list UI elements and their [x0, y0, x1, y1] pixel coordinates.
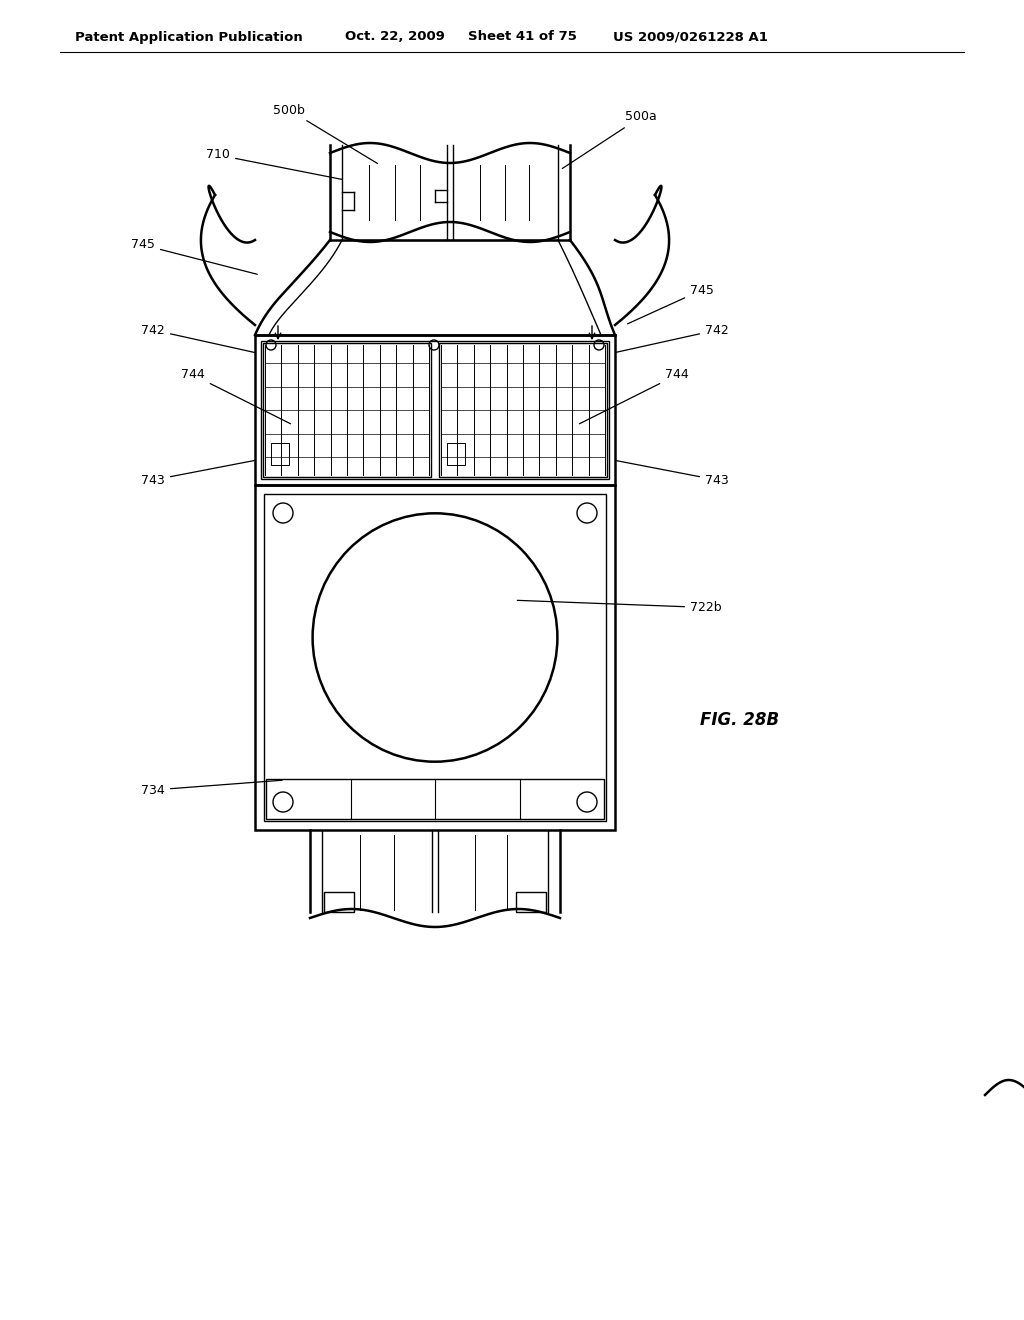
Text: 745: 745 [628, 284, 714, 323]
Bar [261, 341, 609, 479]
Text: 743: 743 [141, 461, 254, 487]
Text: 742: 742 [615, 323, 729, 352]
Bar [516, 892, 546, 912]
Bar [264, 494, 606, 821]
Bar [271, 444, 289, 465]
Text: Oct. 22, 2009: Oct. 22, 2009 [345, 30, 444, 44]
Bar [255, 335, 615, 484]
Text: FIG. 28B: FIG. 28B [700, 711, 779, 729]
Bar [263, 343, 431, 477]
Text: 745: 745 [131, 239, 257, 275]
Text: 500a: 500a [562, 111, 656, 169]
Text: 734: 734 [141, 780, 283, 796]
Bar [255, 484, 615, 830]
Text: 710: 710 [206, 149, 342, 180]
Text: 743: 743 [615, 461, 729, 487]
Text: 744: 744 [580, 368, 689, 424]
Text: 742: 742 [141, 323, 254, 352]
Bar [324, 892, 354, 912]
Text: 744: 744 [181, 368, 291, 424]
Text: US 2009/0261228 A1: US 2009/0261228 A1 [613, 30, 768, 44]
Text: 722b: 722b [517, 601, 722, 614]
Text: 500b: 500b [273, 103, 378, 164]
Bar [439, 343, 607, 477]
Bar [266, 779, 604, 818]
Text: Sheet 41 of 75: Sheet 41 of 75 [468, 30, 577, 44]
Text: Patent Application Publication: Patent Application Publication [75, 30, 303, 44]
Bar [447, 444, 465, 465]
